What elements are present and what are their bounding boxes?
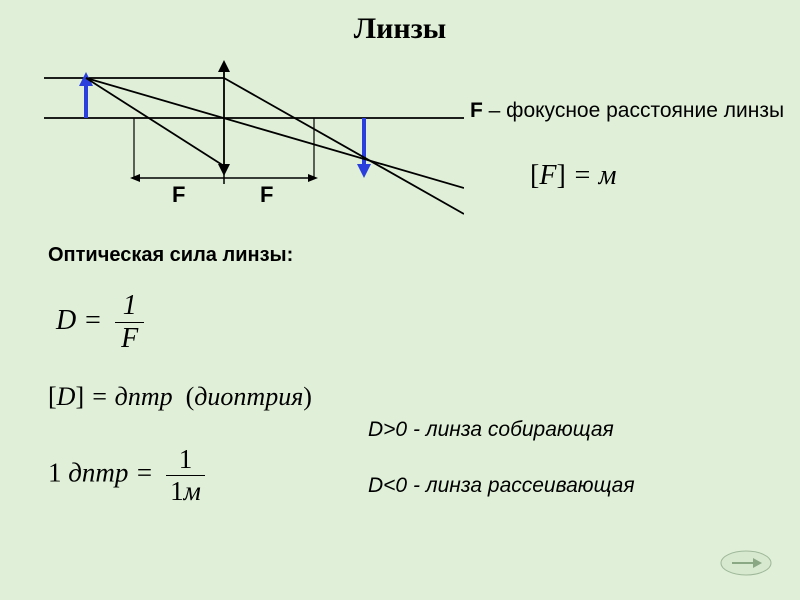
formula-dioptre-unit: [D] = дптр (диоптрия) bbox=[48, 382, 312, 412]
label-F-left: F bbox=[172, 182, 185, 207]
lens-diagram: F F bbox=[44, 58, 464, 228]
page-title: Линзы bbox=[0, 12, 800, 46]
dioptre-word: диоптрия bbox=[194, 382, 303, 411]
label-F-right: F bbox=[260, 182, 273, 207]
formula-optical-power: D = 1F bbox=[56, 290, 144, 355]
focal-unit-formula: [F] = м bbox=[530, 160, 617, 192]
focal-symbol: F bbox=[470, 99, 483, 122]
optical-power-heading: Оптическая сила линзы: bbox=[48, 244, 293, 267]
d-negative-note: D<0 - линза рассеивающая bbox=[368, 474, 635, 498]
d-positive-note: D>0 - линза собирающая bbox=[368, 418, 614, 442]
focal-length-definition: F – фокусное расстояние линзы bbox=[470, 98, 784, 123]
focal-def-text: – фокусное расстояние линзы bbox=[483, 99, 784, 122]
formula-one-dioptre: 1 дптр = 11м bbox=[48, 444, 205, 507]
oval-arrow-icon bbox=[720, 550, 772, 576]
next-button[interactable] bbox=[720, 550, 772, 576]
